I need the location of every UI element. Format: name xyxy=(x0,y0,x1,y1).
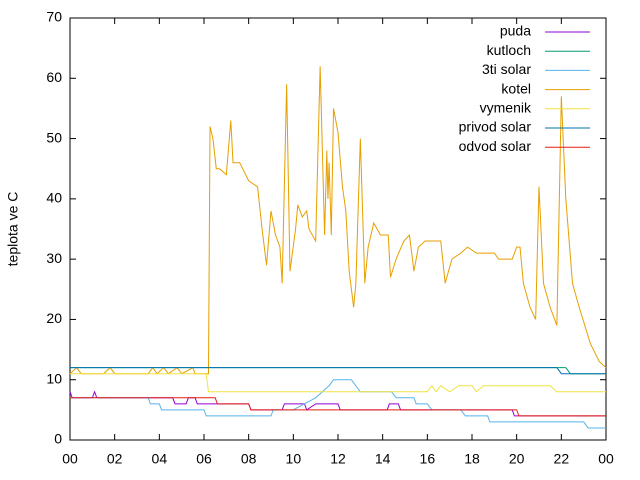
legend-label: kotel xyxy=(501,80,531,96)
series-line xyxy=(70,367,606,375)
x-tick-label: 00 xyxy=(62,451,78,467)
y-tick-label: 20 xyxy=(46,310,62,326)
x-tick-label: 08 xyxy=(241,451,257,467)
y-axis-label: teplota ve C xyxy=(5,192,21,267)
legend-label: vymenik xyxy=(480,100,532,116)
x-tick-label: 06 xyxy=(196,451,212,467)
legend-label: odvod solar xyxy=(459,138,532,154)
x-tick-label: 10 xyxy=(286,451,302,467)
y-tick-label: 60 xyxy=(46,69,62,85)
y-tick-label: 0 xyxy=(54,431,62,447)
x-tick-label: 00 xyxy=(598,451,614,467)
y-tick-label: 10 xyxy=(46,370,62,386)
y-tick-label: 40 xyxy=(46,190,62,206)
x-tick-label: 16 xyxy=(420,451,436,467)
legend-label: kutloch xyxy=(487,42,531,58)
y-tick-label: 50 xyxy=(46,129,62,145)
x-tick-label: 22 xyxy=(554,451,570,467)
x-tick-label: 14 xyxy=(375,451,391,467)
series-line xyxy=(70,379,606,429)
legend-label: privod solar xyxy=(459,119,532,135)
x-tick-label: 18 xyxy=(464,451,480,467)
x-tick-label: 20 xyxy=(509,451,525,467)
y-tick-label: 30 xyxy=(46,250,62,266)
legend-label: 3ti solar xyxy=(482,61,531,77)
series-line xyxy=(70,397,606,417)
legend-label: puda xyxy=(500,23,531,39)
y-tick-label: 70 xyxy=(46,9,62,25)
x-tick-label: 12 xyxy=(330,451,346,467)
x-tick-label: 04 xyxy=(152,451,168,467)
series-line xyxy=(69,66,607,375)
series-line xyxy=(70,373,606,393)
plot-border xyxy=(69,17,607,441)
x-tick-label: 02 xyxy=(107,451,123,467)
